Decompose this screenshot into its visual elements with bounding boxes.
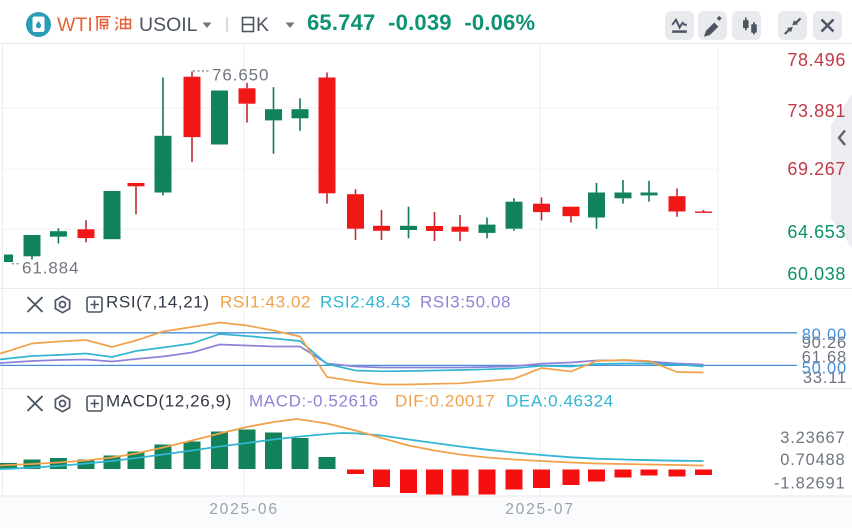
svg-text:2025-06: 2025-06 [209, 501, 278, 518]
svg-text:3.23667: 3.23667 [780, 429, 845, 447]
svg-text:64.653: 64.653 [787, 222, 846, 242]
svg-text:RSI1:43.02: RSI1:43.02 [220, 293, 311, 312]
svg-text:RSI2:48.43: RSI2:48.43 [320, 293, 411, 312]
svg-text:50.00: 50.00 [802, 360, 847, 378]
svg-text:0.70488: 0.70488 [780, 451, 845, 469]
svg-text:RSI3:50.08: RSI3:50.08 [420, 293, 511, 312]
svg-text:MACD(12,26,9): MACD(12,26,9) [106, 392, 232, 411]
svg-text:DEA:0.46324: DEA:0.46324 [506, 392, 614, 411]
svg-text:80.00: 80.00 [802, 326, 847, 344]
svg-text:61.884: 61.884 [22, 259, 79, 278]
svg-text:76.650: 76.650 [212, 66, 269, 85]
svg-text:-1.82691: -1.82691 [774, 475, 846, 493]
svg-text:61.68: 61.68 [802, 349, 847, 367]
svg-text:90.26: 90.26 [802, 334, 847, 352]
svg-text:DIF:0.20017: DIF:0.20017 [395, 392, 495, 411]
svg-text:MACD:-0.52616: MACD:-0.52616 [249, 392, 379, 411]
svg-text:RSI(7,14,21): RSI(7,14,21) [106, 293, 210, 312]
svg-text:73.881: 73.881 [787, 101, 846, 121]
svg-text:60.038: 60.038 [787, 264, 846, 284]
svg-text:69.267: 69.267 [787, 159, 846, 179]
svg-text:78.496: 78.496 [787, 50, 846, 70]
svg-text:2025-07: 2025-07 [505, 501, 574, 518]
svg-text:33.11: 33.11 [803, 369, 847, 387]
